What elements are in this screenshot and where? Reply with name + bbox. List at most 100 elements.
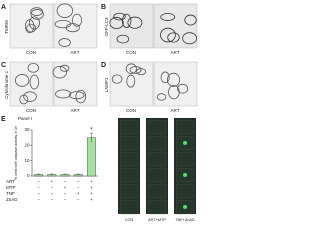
chart-title: Panel I <box>18 116 32 121</box>
micrograph <box>109 3 154 49</box>
treatment-sign: − <box>37 197 40 202</box>
cell <box>126 74 136 88</box>
caption: ART <box>171 50 180 55</box>
cell <box>14 74 30 87</box>
cell <box>27 62 39 73</box>
y-tick-label: 0 <box>27 173 30 178</box>
cell <box>167 32 180 43</box>
micrograph <box>9 3 54 49</box>
cell <box>129 66 142 74</box>
treatment-sign: + <box>50 179 53 184</box>
strip-tile <box>147 183 167 199</box>
strip-tile <box>119 199 139 215</box>
panel-label: C <box>1 62 6 69</box>
cell <box>55 89 72 99</box>
strip-tile <box>119 135 139 151</box>
fluorescent-cell <box>183 141 187 145</box>
caption: CON <box>26 50 36 55</box>
treatment-sign: − <box>77 179 80 184</box>
treatment-sign: − <box>64 179 67 184</box>
caption: ART <box>171 108 180 113</box>
panel-label: B <box>101 4 106 11</box>
annotation: * <box>90 128 93 134</box>
treatment-sign: − <box>77 185 80 190</box>
panel-label: A <box>1 4 6 11</box>
treatment-name: ART <box>6 179 15 184</box>
strip-tile <box>119 119 139 135</box>
strip-tile <box>147 151 167 167</box>
cell <box>109 17 124 30</box>
treatment-sign: + <box>64 185 67 190</box>
cell <box>52 66 68 79</box>
error-bar <box>63 173 67 175</box>
treatment-sign: − <box>37 185 40 190</box>
error-bar <box>37 173 41 175</box>
strip-tile <box>119 151 139 167</box>
cell <box>182 32 197 45</box>
strip-caption: CON <box>125 218 134 222</box>
cell <box>166 72 181 87</box>
y-axis-label: % cells with caspase activity in 1h <box>14 126 18 180</box>
cell <box>177 83 189 94</box>
cell <box>24 19 35 34</box>
cell <box>59 64 70 72</box>
side-label: GFP-LC3 <box>104 17 109 37</box>
strip-tile <box>147 135 167 151</box>
cell <box>160 71 170 84</box>
treatment-name: ZnAD <box>6 197 18 202</box>
cell <box>160 13 176 21</box>
caption: ART <box>71 50 80 55</box>
strip-tile <box>147 167 167 183</box>
caption: CON <box>126 108 136 113</box>
cell <box>58 38 71 47</box>
panel-label: E <box>1 116 6 123</box>
cell <box>113 12 126 21</box>
treatment-sign: + <box>77 191 80 196</box>
treatment-sign: − <box>37 179 40 184</box>
micrograph <box>109 61 154 107</box>
cell <box>75 89 87 104</box>
strip-tile <box>119 167 139 183</box>
cell <box>28 16 40 30</box>
cell <box>184 14 197 26</box>
cell <box>156 93 167 101</box>
y-tick-label: 20 <box>24 143 30 148</box>
micrograph <box>153 3 198 49</box>
treatment-sign: − <box>50 185 53 190</box>
treatment-sign: − <box>50 197 53 202</box>
error-bar <box>50 173 54 175</box>
treatment-name: MTP <box>6 185 16 190</box>
strip-tile <box>147 119 167 135</box>
panel-label: D <box>101 62 106 69</box>
cell <box>23 91 37 102</box>
y-tick-label: 10 <box>24 158 30 163</box>
treatment-sign: − <box>37 191 40 196</box>
strip-tile <box>175 119 195 135</box>
caption: CON <box>126 50 136 55</box>
treatment-sign: − <box>77 197 80 202</box>
treatment-sign: − <box>50 191 53 196</box>
error-bar <box>89 132 93 143</box>
micrograph <box>153 61 198 107</box>
cell <box>116 34 130 44</box>
cell <box>72 13 83 27</box>
treatment-sign: + <box>90 179 93 184</box>
treatment-sign: − <box>64 191 67 196</box>
cell <box>111 74 123 84</box>
side-label: TMRM <box>4 20 9 34</box>
treatment-sign: + <box>90 197 93 202</box>
cell <box>125 63 137 75</box>
strip-tile <box>175 183 195 199</box>
treatment-name: TNF <box>6 191 15 196</box>
strip-tile <box>175 151 195 167</box>
treatment-sign: + <box>90 185 93 190</box>
strip-caption: ART+MTP <box>148 218 166 222</box>
caption: ART <box>71 108 80 113</box>
strip-tile <box>119 183 139 199</box>
strip-tile <box>147 199 167 215</box>
y-tick-label: 30 <box>24 127 30 132</box>
fluorescent-cell <box>183 173 187 177</box>
cell <box>121 13 132 29</box>
cell <box>127 16 143 29</box>
